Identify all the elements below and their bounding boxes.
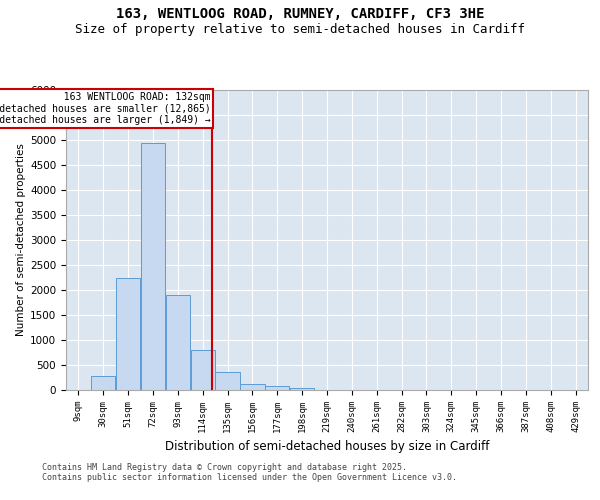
Text: Contains HM Land Registry data © Crown copyright and database right 2025.
Contai: Contains HM Land Registry data © Crown c… [42,463,457,482]
Bar [91,376,115,390]
Y-axis label: Number of semi-detached properties: Number of semi-detached properties [16,144,26,336]
Bar [240,384,265,390]
Bar [290,388,314,390]
Bar [191,350,215,390]
Text: 163, WENTLOOG ROAD, RUMNEY, CARDIFF, CF3 3HE: 163, WENTLOOG ROAD, RUMNEY, CARDIFF, CF3… [116,8,484,22]
Text: 163 WENTLOOG ROAD: 132sqm
← 87% of semi-detached houses are smaller (12,865)
  1: 163 WENTLOOG ROAD: 132sqm ← 87% of semi-… [0,92,211,124]
Bar [116,278,140,390]
Bar [141,142,165,390]
X-axis label: Distribution of semi-detached houses by size in Cardiff: Distribution of semi-detached houses by … [165,440,489,454]
Bar [166,295,190,390]
Text: Size of property relative to semi-detached houses in Cardiff: Size of property relative to semi-detach… [75,22,525,36]
Bar [215,372,240,390]
Bar [265,386,289,390]
